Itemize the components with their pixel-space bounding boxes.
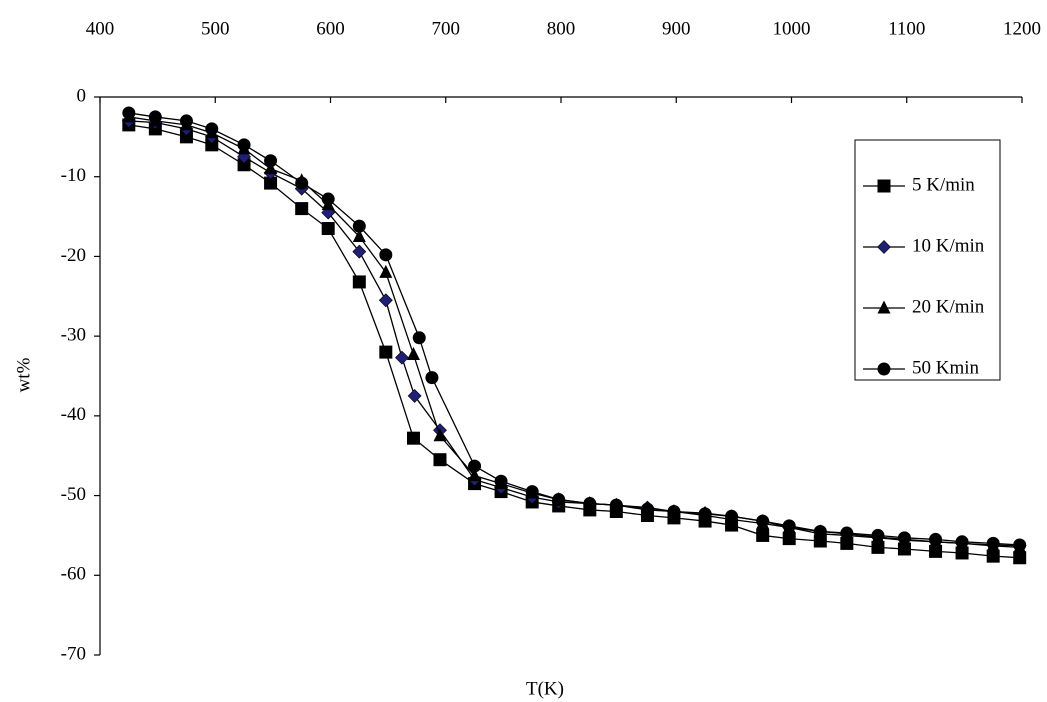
marker <box>667 505 680 518</box>
y-tick-label: -40 <box>61 404 86 425</box>
y-tick-label: -70 <box>61 643 86 664</box>
y-tick-label: -50 <box>61 484 86 505</box>
marker <box>425 371 438 384</box>
marker <box>641 503 654 516</box>
y-tick-label: 0 <box>77 85 87 106</box>
marker <box>725 510 738 523</box>
marker <box>814 525 827 538</box>
marker <box>413 331 426 344</box>
marker <box>407 432 420 445</box>
marker <box>379 248 392 261</box>
marker <box>1013 551 1026 564</box>
marker <box>205 122 218 135</box>
x-tick-label: 1000 <box>773 18 811 39</box>
marker <box>552 493 565 506</box>
legend-marker <box>878 180 891 193</box>
chart: T(K) wt% 0 -10 -20 -30 -40 -50 -60 -70 400 500 600… <box>0 0 1047 702</box>
marker <box>122 106 135 119</box>
marker <box>295 177 308 190</box>
marker <box>395 351 408 364</box>
marker <box>987 537 1000 550</box>
marker <box>495 475 508 488</box>
legend-label: 20 K/min <box>912 296 985 317</box>
y-tick-label: -60 <box>61 564 86 585</box>
marker <box>956 535 969 548</box>
marker <box>353 245 366 258</box>
marker <box>929 533 942 546</box>
x-tick-label: 500 <box>201 18 230 39</box>
x-tick-label: 400 <box>86 18 115 39</box>
marker <box>149 110 162 123</box>
legend-label: 10 K/min <box>912 235 985 256</box>
marker <box>699 507 712 520</box>
marker <box>180 114 193 127</box>
marker <box>583 497 596 510</box>
x-tick-label: 1200 <box>1003 18 1041 39</box>
x-tick-label: 800 <box>547 18 576 39</box>
marker <box>468 460 481 473</box>
marker <box>379 346 392 359</box>
marker <box>840 527 853 540</box>
marker <box>353 220 366 233</box>
marker <box>322 193 335 206</box>
x-tick-label: 600 <box>316 18 345 39</box>
y-tick-label: -10 <box>61 165 86 186</box>
legend-label: 50 Kmin <box>912 357 980 378</box>
marker <box>871 529 884 542</box>
marker <box>353 275 366 288</box>
marker <box>756 529 769 542</box>
y-axis-label: wt% <box>13 357 34 392</box>
marker <box>1013 538 1026 551</box>
marker <box>322 222 335 235</box>
marker <box>898 531 911 544</box>
y-tick-label: -20 <box>61 245 86 266</box>
x-tick-label: 900 <box>662 18 691 39</box>
marker <box>433 453 446 466</box>
marker <box>379 294 392 307</box>
marker <box>783 519 796 532</box>
marker <box>295 202 308 215</box>
marker <box>610 499 623 512</box>
marker <box>264 154 277 167</box>
marker <box>526 485 539 498</box>
marker <box>756 515 769 528</box>
marker <box>238 138 251 151</box>
marker <box>408 389 421 402</box>
x-axis-label: T(K) <box>526 678 564 699</box>
x-tick-label: 1100 <box>888 18 925 39</box>
y-tick-label: -30 <box>61 325 86 346</box>
legend-label: 5 K/min <box>912 174 975 195</box>
legend-marker <box>878 363 891 376</box>
x-tick-label: 700 <box>432 18 461 39</box>
marker <box>407 347 420 360</box>
